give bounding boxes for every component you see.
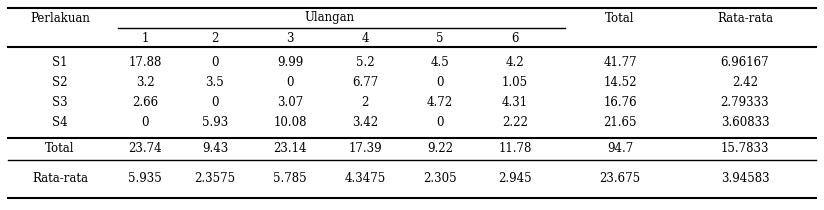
- Text: 2: 2: [211, 32, 218, 45]
- Text: 5.93: 5.93: [202, 117, 228, 130]
- Text: 2.42: 2.42: [732, 76, 758, 89]
- Text: 14.52: 14.52: [603, 76, 637, 89]
- Text: 6.96167: 6.96167: [721, 56, 770, 70]
- Text: 21.65: 21.65: [603, 117, 637, 130]
- Text: 3.07: 3.07: [277, 97, 303, 109]
- Text: 2.305: 2.305: [424, 172, 456, 185]
- Text: Perlakuan: Perlakuan: [30, 12, 90, 25]
- Text: 0: 0: [436, 117, 444, 130]
- Text: 16.76: 16.76: [603, 97, 637, 109]
- Text: 11.78: 11.78: [499, 143, 531, 155]
- Text: 5.935: 5.935: [128, 172, 162, 185]
- Text: 4.2: 4.2: [506, 56, 524, 70]
- Text: 1: 1: [141, 32, 148, 45]
- Text: 4: 4: [361, 32, 369, 45]
- Text: 2.22: 2.22: [502, 117, 528, 130]
- Text: 1.05: 1.05: [502, 76, 528, 89]
- Text: 94.7: 94.7: [606, 143, 633, 155]
- Text: 6: 6: [511, 32, 519, 45]
- Text: 2.79333: 2.79333: [721, 97, 770, 109]
- Text: 0: 0: [211, 97, 218, 109]
- Text: Total: Total: [45, 143, 75, 155]
- Text: 2.66: 2.66: [132, 97, 158, 109]
- Text: 2: 2: [361, 97, 368, 109]
- Text: 3.60833: 3.60833: [721, 117, 770, 130]
- Text: 23.14: 23.14: [274, 143, 307, 155]
- Text: 9.22: 9.22: [427, 143, 453, 155]
- Text: S4: S4: [52, 117, 68, 130]
- Text: 9.99: 9.99: [277, 56, 303, 70]
- Text: S2: S2: [52, 76, 68, 89]
- Text: 41.77: 41.77: [603, 56, 637, 70]
- Text: 0: 0: [436, 76, 444, 89]
- Text: 5: 5: [436, 32, 444, 45]
- Text: 3.2: 3.2: [136, 76, 154, 89]
- Text: 3.5: 3.5: [206, 76, 224, 89]
- Text: 4.3475: 4.3475: [344, 172, 386, 185]
- Text: Rata-rata: Rata-rata: [717, 12, 773, 25]
- Text: 2.945: 2.945: [499, 172, 531, 185]
- Text: 10.08: 10.08: [274, 117, 307, 130]
- Text: 23.74: 23.74: [129, 143, 162, 155]
- Text: 3.42: 3.42: [352, 117, 378, 130]
- Text: Ulangan: Ulangan: [305, 12, 355, 25]
- Text: 0: 0: [286, 76, 293, 89]
- Text: 15.7833: 15.7833: [721, 143, 770, 155]
- Text: S1: S1: [52, 56, 68, 70]
- Text: 4.31: 4.31: [502, 97, 528, 109]
- Text: Total: Total: [606, 12, 634, 25]
- Text: 4.72: 4.72: [427, 97, 453, 109]
- Text: 17.88: 17.88: [129, 56, 162, 70]
- Text: 23.675: 23.675: [599, 172, 640, 185]
- Text: 3.94583: 3.94583: [721, 172, 770, 185]
- Text: 3: 3: [286, 32, 293, 45]
- Text: 0: 0: [141, 117, 149, 130]
- Text: 0: 0: [211, 56, 218, 70]
- Text: 5.2: 5.2: [356, 56, 374, 70]
- Text: 4.5: 4.5: [431, 56, 449, 70]
- Text: 9.43: 9.43: [202, 143, 228, 155]
- Text: 17.39: 17.39: [349, 143, 382, 155]
- Text: S3: S3: [52, 97, 68, 109]
- Text: 5.785: 5.785: [274, 172, 307, 185]
- Text: Rata-rata: Rata-rata: [32, 172, 88, 185]
- Text: 2.3575: 2.3575: [194, 172, 236, 185]
- Text: 6.77: 6.77: [352, 76, 378, 89]
